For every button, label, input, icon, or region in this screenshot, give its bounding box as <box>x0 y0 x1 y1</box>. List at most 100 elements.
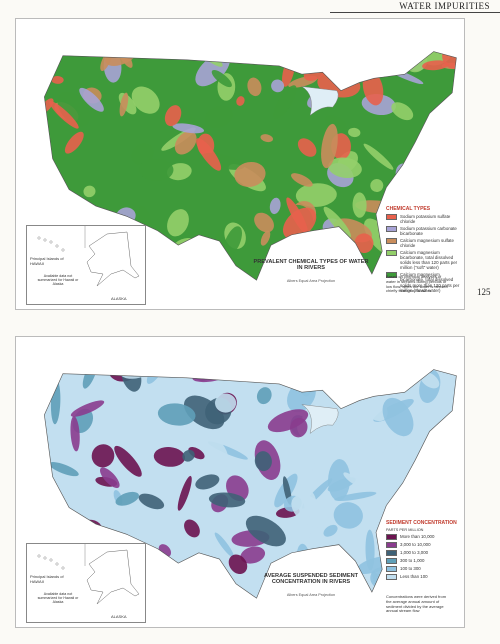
region <box>260 134 274 143</box>
region <box>79 87 104 112</box>
region <box>323 206 352 238</box>
region <box>303 490 317 518</box>
region <box>381 369 403 385</box>
region <box>91 444 115 468</box>
legend-subtitle: PARTS PER MILLION <box>386 527 424 532</box>
region <box>167 209 189 237</box>
region <box>153 447 186 467</box>
us-outline <box>44 369 457 599</box>
legend-label: Calcium magnesium sulfate chloride <box>400 238 454 249</box>
legend-item: Calcium magnesium bicarbonate, total dis… <box>386 272 462 293</box>
region <box>260 230 271 246</box>
legend-swatch <box>386 250 397 257</box>
inset-map <box>37 226 140 287</box>
region <box>328 157 362 179</box>
region <box>131 86 160 114</box>
region <box>44 516 69 525</box>
hawaii-island <box>61 566 65 570</box>
map-title: PREVALENT CHEMICAL TYPES OF WATER IN RIV… <box>253 259 369 272</box>
region <box>164 105 182 127</box>
region <box>269 197 281 215</box>
region <box>223 226 243 257</box>
legend-label: 1,000 to 3,000 <box>400 550 429 556</box>
no-data-note: Available data not summarized for Hawaii… <box>37 592 79 604</box>
legend-label: Calcium magnesium bicarbonate, total dis… <box>400 250 458 271</box>
region <box>184 519 200 538</box>
region <box>256 387 272 405</box>
region <box>211 69 232 88</box>
legend-title: SEDIMENT CONCENTRATION <box>386 520 457 526</box>
region <box>295 183 337 207</box>
legend-swatch <box>386 272 397 279</box>
region <box>354 233 374 253</box>
region <box>215 393 237 413</box>
region <box>317 548 327 562</box>
region <box>286 197 308 234</box>
region <box>370 179 384 193</box>
region <box>333 502 363 529</box>
region <box>273 85 297 119</box>
map-projection: Albers Equal Area Projection <box>286 279 336 283</box>
region <box>51 75 64 84</box>
legend-title: CHEMICAL TYPES <box>386 206 431 212</box>
page-number: 125 <box>477 287 491 297</box>
legend-item: 300 to 1,000 <box>386 558 462 565</box>
region <box>188 446 205 460</box>
legend-label: 300 to 1,000 <box>400 558 425 564</box>
region <box>294 555 317 570</box>
great-lakes <box>301 86 339 116</box>
region <box>323 524 338 537</box>
region <box>334 491 377 501</box>
map-projection: Albers Equal Area Projection <box>286 593 336 597</box>
legend-item: Sodium potassium sulfate chloride <box>386 213 462 224</box>
region <box>365 397 388 422</box>
hawaii-island <box>55 562 59 566</box>
legend-item: Less than 100 <box>386 574 462 581</box>
region <box>372 369 417 375</box>
region <box>391 102 414 121</box>
region <box>228 554 248 575</box>
region <box>70 416 80 452</box>
region <box>312 462 320 483</box>
region <box>199 247 217 270</box>
alaska <box>86 549 140 605</box>
great-lakes <box>301 404 339 434</box>
hawaii-label: Principal Islands of HAWAII <box>30 574 64 584</box>
legend-label: Sodium potassium sulfate chloride <box>400 213 451 224</box>
region <box>114 445 142 477</box>
legend-swatch <box>386 238 397 244</box>
region <box>365 529 375 571</box>
region <box>177 475 192 511</box>
region <box>157 403 196 426</box>
legend-label: 100 to 300 <box>400 566 421 572</box>
us-outline <box>44 51 457 281</box>
region <box>70 400 105 417</box>
hawaii-island <box>37 554 41 558</box>
region <box>420 131 439 150</box>
hawaii-island <box>43 238 47 242</box>
region <box>363 143 394 170</box>
region <box>309 518 324 556</box>
alaska-label: ALASKA <box>111 296 127 301</box>
region <box>321 123 338 169</box>
legend-label: Less than 100 <box>400 574 428 580</box>
region <box>230 51 238 55</box>
region <box>64 131 84 154</box>
region <box>321 554 339 568</box>
legend-swatch <box>386 213 397 220</box>
region <box>267 409 309 433</box>
region <box>271 79 285 93</box>
region <box>147 584 172 599</box>
legend-item: Sodium potassium carbonate bicarbonate <box>386 225 462 236</box>
hawaii-island <box>55 244 59 248</box>
region <box>131 143 154 166</box>
region <box>380 444 397 453</box>
region <box>138 158 174 181</box>
legend-item: Calcium magnesium bicarbonate, total dis… <box>386 250 462 270</box>
region <box>418 165 440 195</box>
legend: CHEMICAL TYPES Sodium potassium sulfate c… <box>386 206 462 295</box>
legend-swatch <box>386 558 397 565</box>
region <box>196 138 222 171</box>
region <box>254 212 274 233</box>
